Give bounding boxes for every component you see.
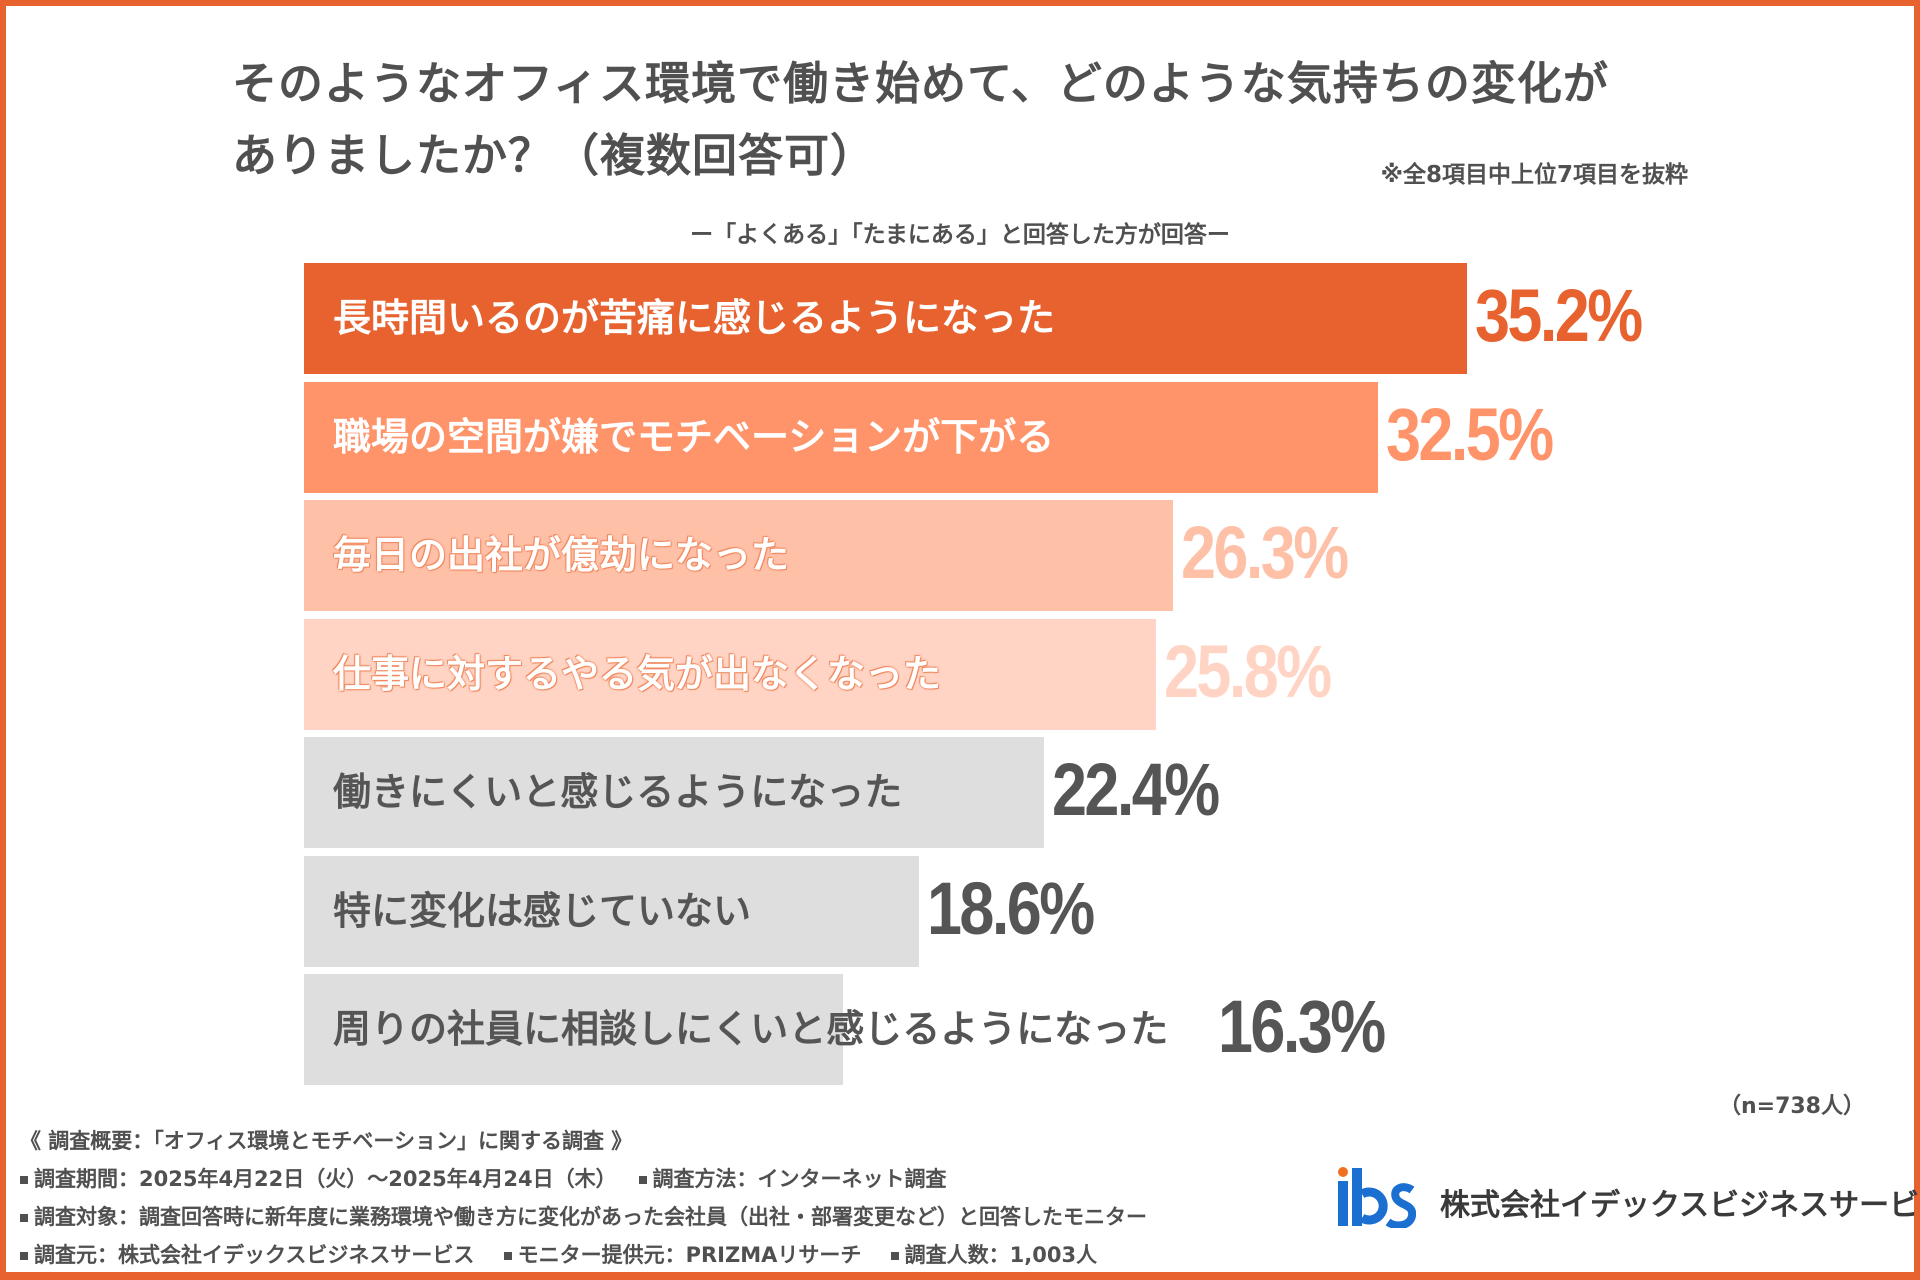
survey-heading: 《 調査概要：「オフィス環境とモチベーション」に関する調査 》 — [20, 1129, 633, 1153]
bar-label: 長時間いるのが苦痛に感じるようになった — [333, 296, 1056, 340]
survey-period: 調査期間：2025年4月22日（火）～2025年4月24日（木） — [34, 1167, 617, 1191]
bullet-icon — [20, 1252, 28, 1260]
company-name: 株式会社イデックスビジネスサービス — [1440, 1188, 1920, 1223]
title-line-1: そのようなオフィス環境で働き始めて、どのような気持ちの変化が — [232, 57, 1609, 110]
data-label: 26.3% — [1180, 511, 1349, 594]
bar-label: 仕事に対するやる気が出なくなった — [333, 651, 942, 696]
survey-summary: 《 調査概要：「オフィス環境とモチベーション」に関する調査 》 調査期間：202… — [20, 1122, 1147, 1274]
ibs-logo — [1338, 1167, 1416, 1228]
data-label: 22.4% — [1052, 748, 1220, 831]
survey-provider: モニター提供元：PRIZMAリサーチ — [517, 1243, 862, 1267]
bullet-icon — [20, 1214, 28, 1222]
bar-label: 周りの社員に相談しにくいと感じるようになった — [333, 1007, 1169, 1051]
bar-label: 職場の空間が嫌でモチベーションが下がる — [333, 414, 1055, 459]
bar — [304, 974, 843, 1085]
survey-count: 調査人数：1,003人 — [904, 1243, 1098, 1267]
bar — [304, 381, 1378, 493]
title-line-2: ありましたか？（複数回答可） — [232, 129, 877, 182]
bullet-icon — [890, 1252, 899, 1260]
bullet-icon — [638, 1176, 647, 1184]
survey-source: 調査元：株式会社イデックスビジネスサービス — [34, 1243, 475, 1267]
bar-label: 働きにくいと感じるようになった — [333, 770, 903, 814]
data-label: 18.6% — [926, 866, 1095, 950]
data-label: 35.2% — [1475, 274, 1643, 357]
survey-target: 調査対象：調査回答時に新年度に業務環境や働き方に変化があった会社員（出社・部署変… — [34, 1205, 1147, 1229]
bar — [304, 737, 1045, 848]
chart-subtitle: ー「よくある」「たまにある」と回答した方が回答ー — [690, 222, 1230, 248]
bar-label: 毎日の出社が億劫になった — [333, 533, 790, 577]
data-label: 25.8% — [1164, 629, 1332, 713]
bar — [304, 263, 1467, 374]
extract-note: ※全8項目中上位7項目を抜粋 — [1380, 162, 1688, 188]
chart-title: そのようなオフィス環境で働き始めて、どのような気持ちの変化が ありましたか？（複… — [232, 48, 1609, 192]
survey-method: 調査方法：インターネット調査 — [652, 1167, 947, 1191]
sample-size: （n=738人） — [1718, 1094, 1865, 1119]
bar — [304, 855, 919, 967]
bullet-icon — [503, 1252, 512, 1260]
bar — [304, 618, 1157, 730]
data-label: 16.3% — [1218, 985, 1386, 1068]
data-label: 32.5% — [1385, 392, 1554, 476]
bullet-icon — [20, 1176, 28, 1184]
bar — [304, 500, 1173, 611]
bar-label: 特に変化は感じていない — [333, 888, 752, 933]
